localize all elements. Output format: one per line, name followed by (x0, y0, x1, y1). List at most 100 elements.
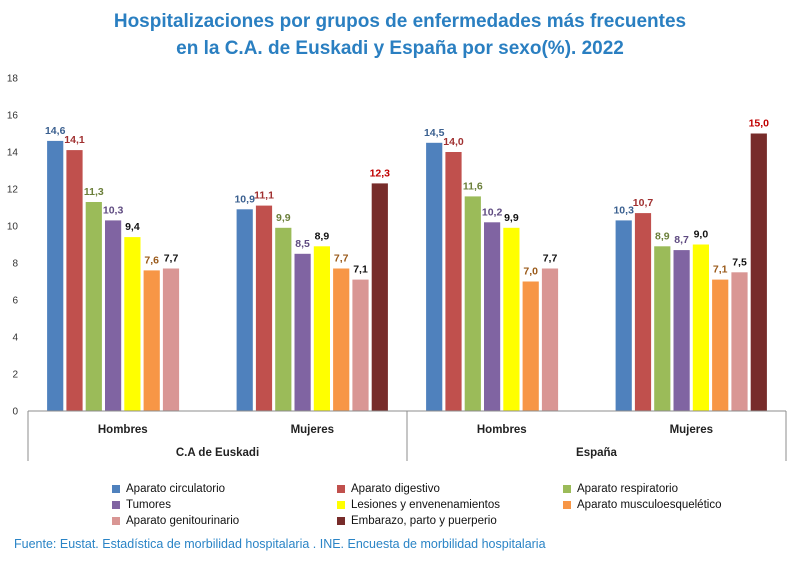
bar-value-label: 9,9 (504, 212, 519, 224)
x-category-label: Mujeres (291, 424, 334, 436)
bar (371, 183, 388, 411)
legend-label: Lesiones y envenenamientos (351, 498, 500, 511)
legend-swatch (112, 500, 120, 509)
legend-swatch (337, 500, 345, 509)
chart-title-line-2: en la C.A. de Euskadi y España por sexo(… (176, 38, 624, 59)
bars: 14,614,111,310,39,47,6 7,710,9 11,19,98,58… (45, 118, 769, 412)
legend-item: Aparato musculoesquelético (563, 497, 753, 512)
legend-label: Embarazo, parto y puerperio (351, 514, 497, 527)
y-tick-label: 6 (12, 296, 18, 307)
y-tick-label: 14 (7, 148, 19, 159)
y-tick-label: 2 (12, 370, 18, 381)
legend-item: Lesiones y envenenamientos (337, 497, 563, 512)
legend-label: Aparato genitourinario (126, 514, 240, 527)
bar-value-label: 10,3 (103, 204, 124, 216)
legend-item: Aparato digestivo (337, 481, 563, 496)
chart-title: Hospitalizaciones por grupos de enfermed… (0, 8, 800, 62)
bar-value-label: 15,0 (749, 118, 770, 130)
bar (692, 244, 709, 411)
bar (124, 237, 141, 411)
legend-swatch (337, 484, 345, 493)
legend-item: Aparato genitourinario (112, 513, 337, 528)
x-category-label: Hombres (98, 424, 148, 436)
legend-swatch (112, 516, 120, 525)
bar (105, 220, 122, 411)
chart-title-line-1: Hospitalizaciones por grupos de enfermed… (113, 11, 687, 32)
source-note: Fuente: Eustat. Estadística de morbilida… (14, 537, 546, 551)
bar (522, 281, 539, 411)
bar (750, 133, 767, 411)
bar (47, 140, 64, 411)
bar-value-label: 10,2 (482, 206, 503, 218)
bar-value-label: 14,5 (424, 127, 445, 139)
bar-value-label: 8,9 (315, 230, 330, 242)
bar-value-label: 7,0 (523, 266, 538, 278)
bar (255, 205, 273, 411)
bar-value-label: 7,7 (334, 253, 349, 265)
legend-label: Aparato circulatorio (126, 482, 226, 495)
legend: Aparato circulatorio Aparato digestivo Apa… (112, 481, 752, 528)
bar (445, 152, 462, 411)
legend-swatch (563, 500, 571, 509)
bar-value-label: 7,7 (164, 253, 179, 265)
bar-value-label: 8,5 (295, 238, 310, 250)
bar (712, 279, 729, 411)
y-tick-label: 12 (7, 185, 19, 196)
y-axis: 0 2 4 6 8 10 12 14 16 18 (7, 74, 19, 418)
x-category-label: Hombres (477, 424, 527, 436)
y-tick-label: 4 (12, 333, 18, 344)
legend-swatch (563, 484, 571, 493)
bar (236, 209, 253, 411)
bar (143, 270, 160, 411)
bar-value-label: 11,3 (84, 186, 104, 198)
bar-value-label: 7,1 (713, 264, 728, 276)
legend-item: Aparato circulatorio (112, 481, 337, 496)
bar-value-label: 11,1 (254, 190, 274, 202)
bar-value-label: 8,7 (674, 234, 689, 246)
bar-value-label: 7,1 (353, 264, 368, 276)
y-tick-label: 8 (12, 259, 18, 270)
x-group-label: España (576, 447, 618, 459)
bar (294, 253, 311, 412)
x-group-label: C.A de Euskadi (176, 447, 259, 459)
bar-value-label: 7,7 (543, 253, 558, 265)
legend-label: Aparato musculoesquelético (577, 498, 722, 511)
bar-value-label: 10,7 (633, 197, 654, 209)
y-tick-label: 0 (12, 407, 18, 418)
bar-value-label: 8,9 (655, 230, 670, 242)
bar-value-label: 10,3 (613, 204, 634, 216)
bar (275, 227, 292, 411)
bar-value-label: 11,6 (463, 180, 483, 192)
bar-value-label: 14,1 (64, 134, 85, 146)
x-category-label: Mujeres (670, 424, 713, 436)
legend-label: Tumores (126, 498, 171, 511)
bar-value-label: 12,3 (370, 167, 391, 179)
bar (503, 227, 520, 411)
y-tick-label: 18 (7, 74, 19, 85)
bar (162, 268, 180, 411)
bar (673, 250, 690, 411)
legend-label: Aparato digestivo (351, 482, 440, 495)
bar-value-label: 7,6 (144, 254, 159, 266)
bar-value-label: 9,0 (694, 229, 709, 241)
bar (615, 220, 632, 411)
x-axis: Hombres Mujeres C.A de Euskadi Hombres Mujer… (27, 410, 787, 461)
bar-value-label: 10,9 (234, 193, 255, 205)
bar (541, 268, 559, 411)
legend-label: Aparato respiratorio (577, 482, 678, 495)
bar-value-label: 14,6 (45, 125, 66, 137)
bar (731, 272, 748, 412)
bar (634, 213, 652, 411)
y-tick-label: 16 (7, 111, 19, 122)
legend-swatch (112, 484, 120, 493)
legend-item: Aparato respiratorio (563, 481, 753, 496)
bar (426, 142, 443, 412)
bar (654, 246, 671, 411)
bar (484, 222, 501, 411)
bar (313, 246, 330, 411)
legend-item: Embarazo, parto y puerperio (337, 513, 563, 528)
bar (464, 196, 481, 411)
y-tick-label: 10 (7, 222, 19, 233)
bar-value-label: 9,4 (125, 221, 140, 233)
